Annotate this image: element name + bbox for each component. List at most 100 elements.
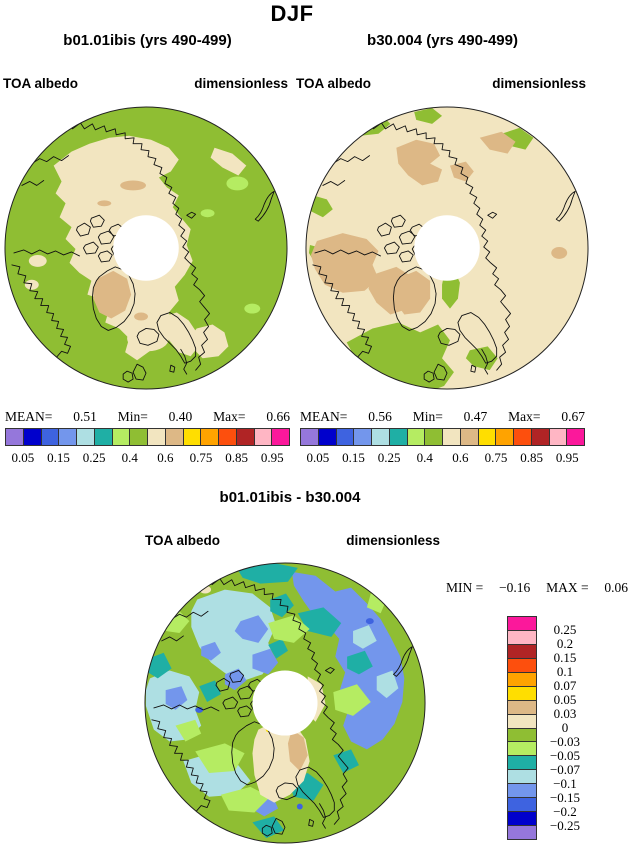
colorbar-right: 0.05 0.15 0.25 0.4 0.6 0.75 0.85 0.95 <box>300 428 585 465</box>
colorbar-cell <box>165 429 184 445</box>
colorbar-difference: 0.25 0.2 0.15 0.1 0.07 0.05 0.03 0 −0.03 −0.05 −0.… <box>507 616 617 840</box>
min-value: 0.47 <box>463 409 488 424</box>
colorbar-cell <box>508 714 536 729</box>
colorbar-cell <box>236 429 255 445</box>
colorbar-cells <box>507 616 537 840</box>
colorbar-cell <box>148 429 166 445</box>
colorbar-tick: 0.25 <box>377 450 401 465</box>
colorbar-tick: 0.05 <box>553 692 577 707</box>
colorbar-tick: 0.85 <box>225 450 248 465</box>
colorbar-tick: 0.05 <box>306 450 330 465</box>
map-difference <box>142 560 428 846</box>
colorbar-tick: 0.75 <box>189 450 213 465</box>
pole-hole <box>414 215 480 281</box>
colorbar-tick: 0.6 <box>157 450 174 465</box>
pole-hole <box>113 215 179 281</box>
colorbar-cell <box>112 429 131 445</box>
colorbar-cell <box>508 742 536 757</box>
colorbar-tick-labels: 0.05 0.15 0.25 0.4 0.6 0.75 0.85 0.95 <box>300 450 585 465</box>
colorbar-cell <box>254 429 273 445</box>
stats-right: MEAN= 0.56 Min= 0.47 Max= 0.67 <box>300 409 585 425</box>
colorbar-tick: −0.1 <box>553 776 577 791</box>
colorbar-tick: 0 <box>561 720 569 735</box>
colorbar-cell <box>407 429 426 445</box>
colorbar-tick: 0.75 <box>484 450 508 465</box>
diff-units-label: dimensionless <box>346 533 440 548</box>
colorbar-cell <box>508 644 536 659</box>
colorbar-cell <box>508 728 536 743</box>
colorbar-tick: −0.15 <box>549 790 581 805</box>
colorbar-cell <box>443 429 461 445</box>
colorbar-tick: −0.03 <box>549 734 581 749</box>
colorbar-tick: 0.15 <box>342 450 365 465</box>
max-value: 0.06 <box>604 580 628 595</box>
colorbar-tick: −0.25 <box>549 818 581 833</box>
colorbar-cell <box>531 429 550 445</box>
colorbar-tick: 0.95 <box>555 450 579 465</box>
colorbar-tick: 0.25 <box>82 450 106 465</box>
colorbar-cells <box>300 428 585 446</box>
colorbar-tick: 0.15 <box>47 450 70 465</box>
colorbar-cell <box>425 429 443 445</box>
colorbar-cell <box>272 429 289 445</box>
colorbar-tick: −0.07 <box>549 762 581 777</box>
colorbar-cell <box>478 429 497 445</box>
mean-value: 0.56 <box>368 409 392 424</box>
colorbar-cell <box>59 429 77 445</box>
colorbar-cell <box>201 429 219 445</box>
colorbar-cells <box>5 428 290 446</box>
map-fill-layer <box>4 106 288 390</box>
colorbar-tick: 0.07 <box>553 678 577 693</box>
colorbar-tick-labels: 0.25 0.2 0.15 0.1 0.07 0.05 0.03 0 −0.03 −0.05 −0.… <box>537 616 593 840</box>
min-label: Min= <box>117 409 148 424</box>
stats-left: MEAN= 0.51 Min= 0.40 Max= 0.66 <box>5 409 290 425</box>
colorbar-cell <box>508 686 536 701</box>
colorbar-tick: −0.05 <box>549 748 581 763</box>
mean-value: 0.51 <box>73 409 97 424</box>
min-value: 0.40 <box>168 409 193 424</box>
colorbar-tick: 0.6 <box>452 450 469 465</box>
colorbar-tick: 0.05 <box>11 450 35 465</box>
colorbar-cell <box>318 429 337 445</box>
colorbar-cell <box>77 429 95 445</box>
colorbar-cell <box>508 756 536 771</box>
mean-label: MEAN= <box>300 409 348 424</box>
diff-field-label: TOA albedo <box>145 533 221 548</box>
map-b30-004 <box>303 104 591 392</box>
colorbar-cell <box>508 826 536 839</box>
colorbar-tick-labels: 0.05 0.15 0.25 0.4 0.6 0.75 0.85 0.95 <box>5 450 290 465</box>
colorbar-cell <box>514 429 532 445</box>
min-label: Min= <box>412 409 443 424</box>
colorbar-cell <box>508 658 536 673</box>
colorbar-cell <box>336 429 355 445</box>
map-outline <box>144 562 426 844</box>
colorbar-tick: 0.95 <box>260 450 284 465</box>
min-value: −0.16 <box>499 580 531 595</box>
panel-title-left: b01.01ibis (yrs 490-499) <box>63 32 232 49</box>
colorbar-cell <box>508 812 536 827</box>
mean-label: MEAN= <box>5 409 53 424</box>
colorbar-cell <box>508 798 536 813</box>
colorbar-cell <box>549 429 568 445</box>
colorbar-tick: 0.15 <box>553 650 577 665</box>
colorbar-tick: 0.85 <box>520 450 543 465</box>
colorbar-cell <box>301 429 319 445</box>
units-label-left: dimensionless <box>194 76 288 91</box>
pole-hole <box>252 670 318 736</box>
colorbar-cell <box>94 429 113 445</box>
colorbar-cell <box>508 784 536 799</box>
units-label-right: dimensionless <box>492 76 586 91</box>
colorbar-tick: 0.4 <box>121 450 138 465</box>
diff-panel-title: b01.01ibis - b30.004 <box>219 489 361 506</box>
colorbar-tick: 0.4 <box>416 450 433 465</box>
map-outline <box>305 106 589 390</box>
colorbar-tick: 0.03 <box>553 706 577 721</box>
colorbar-cell <box>23 429 42 445</box>
colorbar-left: 0.05 0.15 0.25 0.4 0.6 0.75 0.85 0.95 <box>5 428 290 465</box>
map-outline <box>4 106 288 390</box>
colorbar-cell <box>389 429 408 445</box>
colorbar-cell <box>219 429 237 445</box>
max-label: Max= <box>213 409 246 424</box>
field-label-right: TOA albedo <box>296 76 372 91</box>
